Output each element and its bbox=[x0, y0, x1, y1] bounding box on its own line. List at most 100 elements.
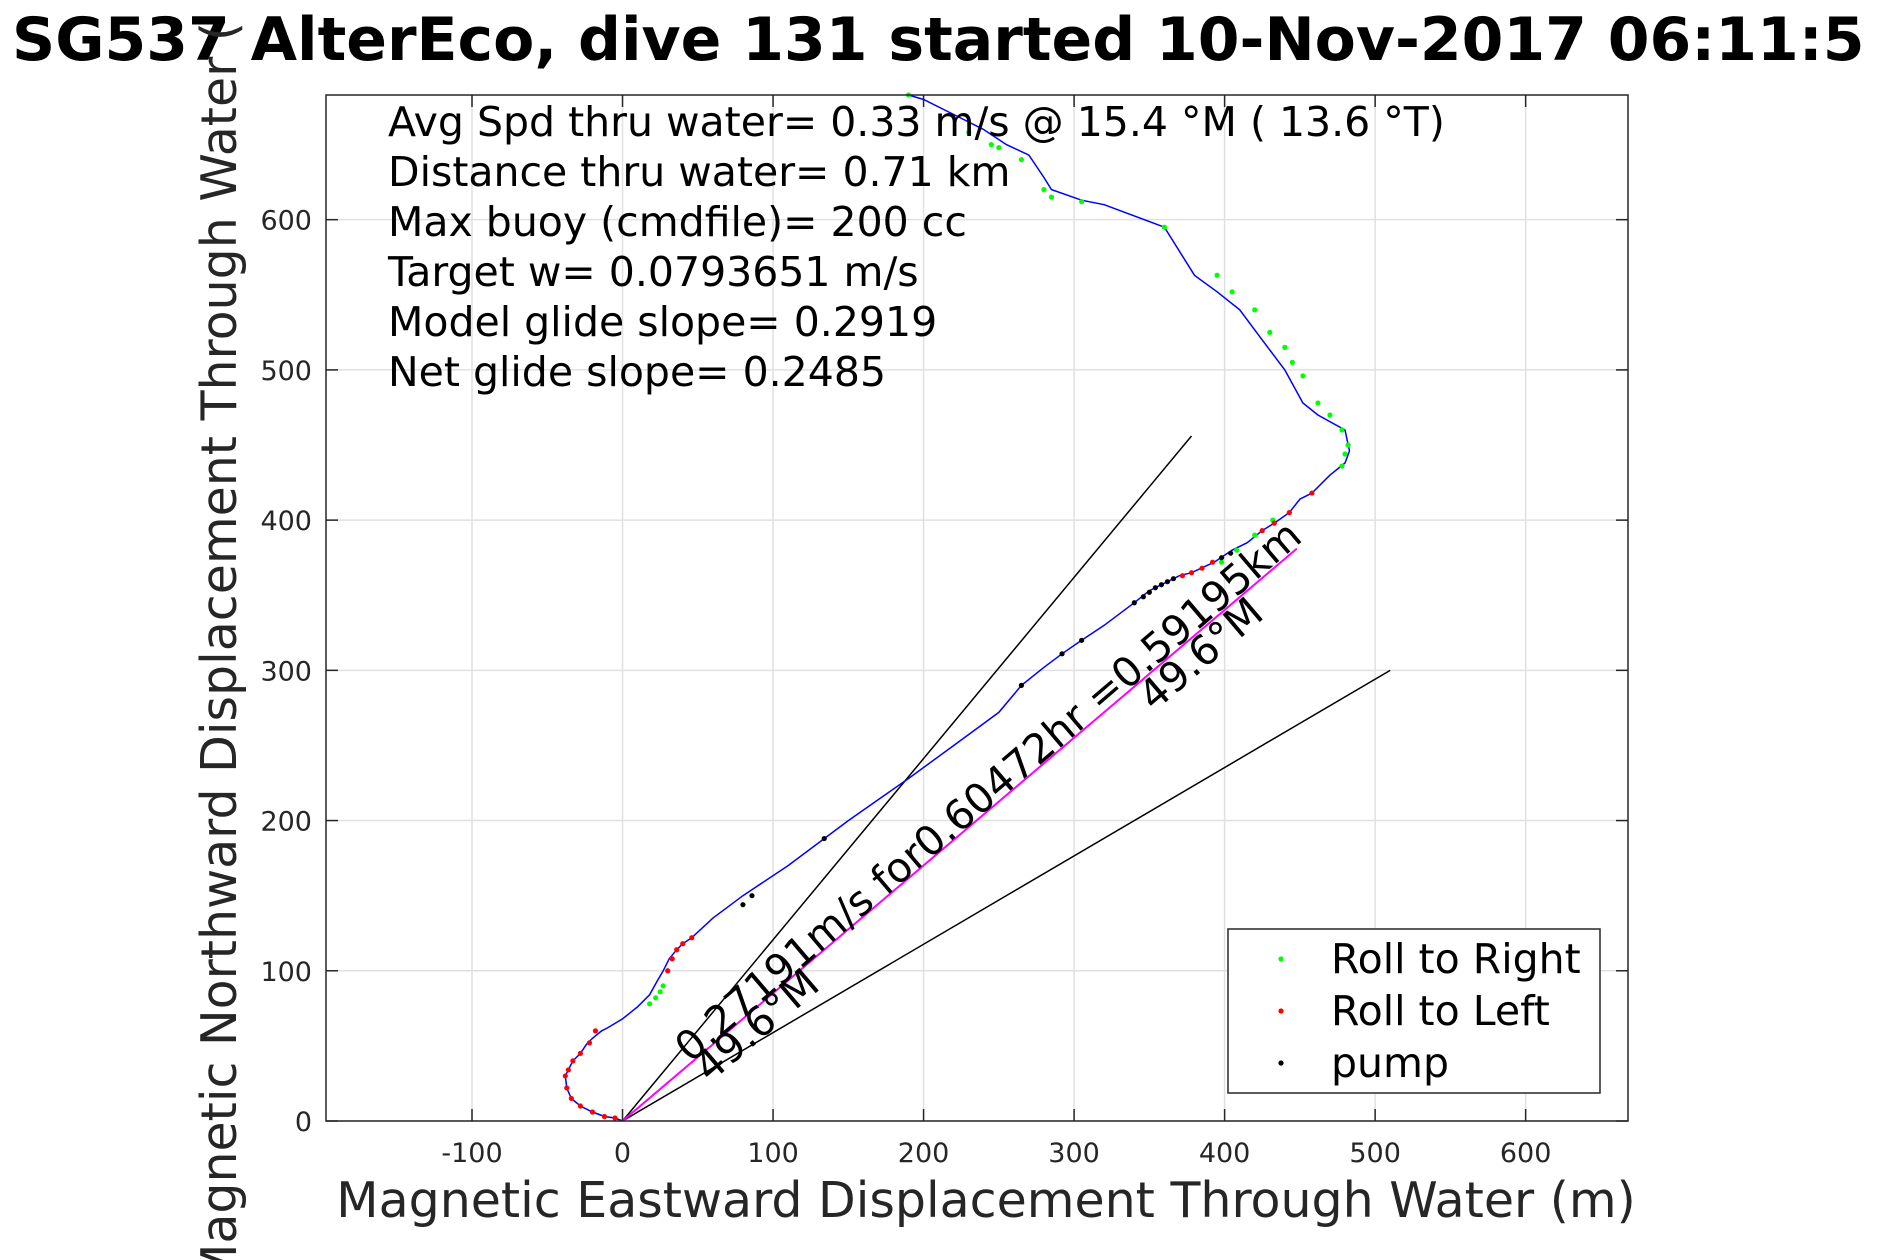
x-tick-label: 300 bbox=[1048, 1138, 1100, 1169]
x-tick-label: 400 bbox=[1199, 1138, 1251, 1169]
info-line: Target w= 0.0793651 m/s bbox=[387, 248, 919, 296]
series-point-roll-to-right bbox=[1315, 400, 1321, 406]
series-point-roll-to-right bbox=[1300, 373, 1306, 379]
series-point-pump bbox=[821, 835, 827, 842]
legend-marker bbox=[1278, 956, 1284, 962]
series-point-roll-to-right bbox=[1345, 442, 1351, 448]
series-point-roll-to-right bbox=[1252, 532, 1258, 538]
chart-title: SG537 AlterEco, dive 131 started 10-Nov-… bbox=[12, 5, 1865, 75]
series-point-roll-to-left bbox=[577, 1103, 583, 1109]
series-point-roll-to-left bbox=[565, 1067, 571, 1073]
series-point-roll-to-right bbox=[1048, 194, 1055, 200]
y-tick-label: 200 bbox=[260, 807, 312, 838]
net-displacement-line bbox=[621, 547, 1298, 1122]
series-point-roll-to-right bbox=[1252, 307, 1258, 313]
x-tick-label: 100 bbox=[747, 1138, 799, 1169]
series-point-roll-to-left bbox=[568, 1095, 574, 1102]
series-point-roll-to-right bbox=[653, 995, 659, 1001]
series-point-pump bbox=[1079, 637, 1085, 643]
series-point-roll-to-left bbox=[577, 1050, 583, 1057]
y-tick-label: 400 bbox=[260, 506, 312, 537]
series-point-roll-to-left bbox=[592, 1028, 599, 1034]
series-point-roll-to-right bbox=[966, 129, 972, 136]
series-point-roll-to-right bbox=[1218, 559, 1225, 565]
series-point-pump bbox=[1131, 600, 1137, 606]
x-tick-label: 500 bbox=[1349, 1138, 1401, 1169]
series-point-roll-to-right bbox=[1282, 344, 1288, 350]
x-tick-label: -100 bbox=[441, 1138, 502, 1169]
track-line bbox=[564, 94, 1351, 1122]
legend-marker bbox=[1278, 1008, 1284, 1014]
series-point-roll-to-right bbox=[1234, 547, 1240, 553]
series-point-roll-to-left bbox=[1309, 490, 1315, 496]
series-point-roll-to-right bbox=[647, 1001, 653, 1007]
series-point-roll-to-left bbox=[586, 1040, 593, 1046]
series-point-roll-to-left bbox=[612, 1115, 618, 1121]
series-point-roll-to-right bbox=[660, 983, 666, 989]
info-line: Avg Spd thru water= 0.33 m/s @ 15.4 °M (… bbox=[388, 98, 1445, 146]
reference-line bbox=[621, 435, 1193, 1122]
series-point-roll-to-right bbox=[1289, 359, 1295, 365]
info-line: Model glide slope= 0.2919 bbox=[388, 298, 937, 346]
reference-line bbox=[622, 669, 1391, 1122]
series-point-roll-to-left bbox=[1209, 559, 1216, 565]
plot-frame bbox=[325, 94, 1629, 1122]
series-point-roll-to-right bbox=[1342, 451, 1348, 457]
x-tick-label: 200 bbox=[898, 1138, 950, 1169]
info-line: Distance thru water= 0.71 km bbox=[388, 148, 1010, 196]
legend-label: Roll to Right bbox=[1331, 935, 1581, 983]
series-point-roll-to-left bbox=[1179, 573, 1186, 579]
series-point-roll-to-left bbox=[570, 1058, 576, 1064]
y-tick-label: 300 bbox=[260, 656, 312, 687]
series-point-roll-to-left bbox=[562, 1073, 568, 1079]
series-point-roll-to-right bbox=[1079, 199, 1085, 205]
series-point-roll-to-left bbox=[665, 968, 671, 974]
legend-label: Roll to Left bbox=[1331, 987, 1550, 1035]
series-point-pump bbox=[1146, 589, 1152, 595]
y-tick-label: 0 bbox=[295, 1107, 312, 1138]
series-point-roll-to-right bbox=[1229, 289, 1235, 295]
series-point-roll-to-left bbox=[1259, 528, 1265, 534]
series-point-roll-to-right bbox=[1018, 156, 1025, 163]
info-line: Net glide slope= 0.2485 bbox=[388, 348, 886, 396]
series-point-pump bbox=[1140, 594, 1146, 600]
series-point-pump bbox=[1218, 555, 1225, 561]
series-point-pump bbox=[749, 893, 755, 899]
series-point-pump bbox=[1152, 585, 1158, 591]
series-point-roll-to-right bbox=[1161, 224, 1167, 230]
series-point-roll-to-left bbox=[680, 941, 686, 947]
series-point-pump bbox=[1170, 576, 1177, 582]
y-tick-label: 600 bbox=[260, 206, 312, 237]
series-point-pump bbox=[1228, 550, 1234, 556]
series-point-pump bbox=[1059, 651, 1065, 657]
y-tick-label: 500 bbox=[260, 356, 312, 387]
series-point-roll-to-left bbox=[674, 947, 680, 953]
series-point-roll-to-left bbox=[1199, 565, 1205, 571]
info-line: Max buoy (cmdfile)= 200 cc bbox=[388, 198, 967, 246]
series-point-pump bbox=[1164, 579, 1171, 585]
series-point-roll-to-right bbox=[996, 144, 1002, 151]
series-point-roll-to-right bbox=[1267, 329, 1273, 335]
series-point-roll-to-left bbox=[589, 1109, 596, 1115]
series-point-roll-to-right bbox=[1214, 272, 1220, 278]
y-axis-label: Magnetic Northward Displacement Through … bbox=[191, 22, 248, 1260]
x-axis-label: Magnetic Eastward Displacement Through W… bbox=[336, 1172, 1635, 1229]
series-point-roll-to-right bbox=[1041, 187, 1047, 193]
series-point-roll-to-right bbox=[1339, 463, 1345, 469]
series-point-pump bbox=[1018, 682, 1025, 688]
legend-box bbox=[1227, 928, 1601, 1094]
legend-marker bbox=[1278, 1060, 1284, 1066]
series-point-pump bbox=[740, 902, 746, 908]
series-point-roll-to-right bbox=[988, 141, 994, 148]
series-point-roll-to-left bbox=[1286, 510, 1292, 516]
series-point-roll-to-right bbox=[657, 989, 663, 995]
series-point-roll-to-left bbox=[1271, 520, 1277, 526]
series-point-roll-to-left bbox=[1188, 570, 1195, 576]
series-point-roll-to-left bbox=[689, 935, 695, 941]
series-point-roll-to-right bbox=[1327, 412, 1333, 418]
x-tick-label: 0 bbox=[614, 1138, 631, 1169]
series-point-pump bbox=[1158, 582, 1164, 588]
x-tick-label: 600 bbox=[1500, 1138, 1552, 1169]
